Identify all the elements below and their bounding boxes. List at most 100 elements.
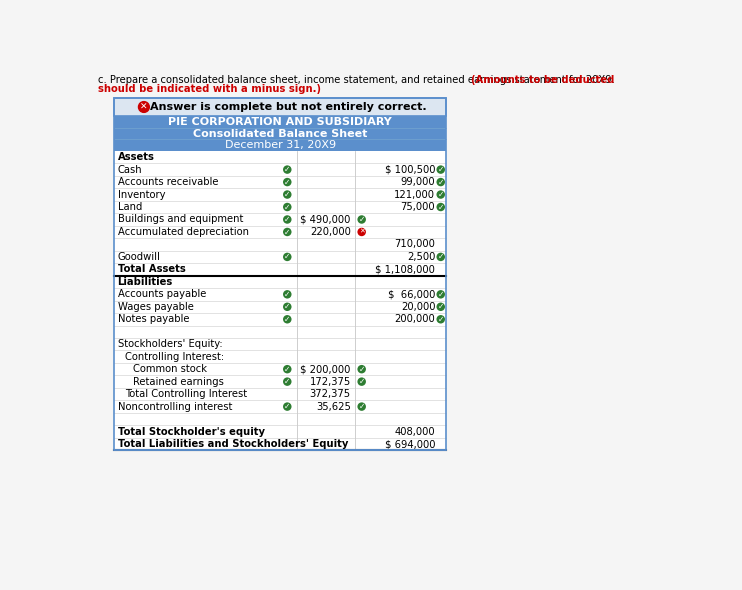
Text: $ 100,500: $ 100,500: [385, 165, 436, 175]
Text: Noncontrolling interest: Noncontrolling interest: [117, 402, 232, 412]
Circle shape: [283, 290, 292, 299]
Circle shape: [436, 178, 445, 186]
Text: PIE CORPORATION AND SUBSIDIARY: PIE CORPORATION AND SUBSIDIARY: [168, 117, 393, 127]
Text: Notes payable: Notes payable: [117, 314, 189, 325]
Text: ✓: ✓: [284, 315, 290, 324]
FancyBboxPatch shape: [114, 151, 446, 450]
Text: ✓: ✓: [284, 377, 290, 386]
Text: Wages payable: Wages payable: [117, 302, 194, 312]
Text: Accumulated depreciation: Accumulated depreciation: [117, 227, 249, 237]
Text: ✓: ✓: [438, 178, 444, 186]
Circle shape: [283, 315, 292, 323]
Circle shape: [283, 203, 292, 211]
Text: ✕: ✕: [358, 229, 364, 235]
Text: ✓: ✓: [358, 377, 365, 386]
Text: Goodwill: Goodwill: [117, 252, 160, 262]
Text: ✓: ✓: [284, 178, 290, 186]
FancyBboxPatch shape: [114, 116, 446, 151]
Text: $ 694,000: $ 694,000: [385, 439, 436, 449]
Text: $ 490,000: $ 490,000: [301, 215, 351, 224]
Text: Buildings and equipment: Buildings and equipment: [117, 215, 243, 224]
Text: Total Assets: Total Assets: [117, 264, 186, 274]
Text: Land: Land: [117, 202, 142, 212]
Text: ✓: ✓: [438, 302, 444, 312]
Text: $  66,000: $ 66,000: [388, 289, 436, 299]
Text: ✕: ✕: [140, 103, 148, 112]
Circle shape: [358, 228, 366, 236]
Circle shape: [436, 253, 445, 261]
Circle shape: [283, 365, 292, 373]
Text: ✓: ✓: [284, 290, 290, 299]
Text: ✓: ✓: [438, 253, 444, 261]
Text: $ 200,000: $ 200,000: [301, 364, 351, 374]
Text: 2,500: 2,500: [407, 252, 436, 262]
Text: ✓: ✓: [284, 302, 290, 312]
Circle shape: [436, 191, 445, 199]
Circle shape: [283, 191, 292, 199]
Text: ✓: ✓: [438, 315, 444, 324]
Text: ✓: ✓: [284, 165, 290, 174]
Text: ✓: ✓: [284, 365, 290, 373]
Text: 99,000: 99,000: [401, 177, 436, 187]
Text: 121,000: 121,000: [394, 189, 436, 199]
Text: should be indicated with a minus sign.): should be indicated with a minus sign.): [98, 84, 321, 94]
Circle shape: [283, 178, 292, 186]
Text: 35,625: 35,625: [316, 402, 351, 412]
Circle shape: [436, 315, 445, 323]
Text: c. Prepare a consolidated balance sheet, income statement, and retained earnings: c. Prepare a consolidated balance sheet,…: [98, 76, 618, 86]
Text: ✓: ✓: [438, 190, 444, 199]
Text: 220,000: 220,000: [310, 227, 351, 237]
Text: Assets: Assets: [117, 152, 154, 162]
Text: ✓: ✓: [358, 215, 365, 224]
Circle shape: [436, 203, 445, 211]
Text: 172,375: 172,375: [309, 376, 351, 386]
Text: ✓: ✓: [284, 228, 290, 237]
Text: Retained earnings: Retained earnings: [133, 376, 224, 386]
Text: December 31, 20X9: December 31, 20X9: [225, 140, 336, 150]
Text: ✓: ✓: [438, 290, 444, 299]
Circle shape: [358, 215, 366, 224]
Text: (Amounts to be deducted: (Amounts to be deducted: [471, 76, 614, 86]
Text: ✓: ✓: [438, 202, 444, 211]
Text: Cash: Cash: [117, 165, 142, 175]
Text: Controlling Interest:: Controlling Interest:: [125, 352, 224, 362]
Text: Total Liabilities and Stockholders' Equity: Total Liabilities and Stockholders' Equi…: [117, 439, 348, 449]
Text: 20,000: 20,000: [401, 302, 436, 312]
Text: ✓: ✓: [284, 402, 290, 411]
Text: ✓: ✓: [358, 365, 365, 373]
Text: Accounts payable: Accounts payable: [117, 289, 206, 299]
Text: 200,000: 200,000: [395, 314, 436, 325]
Circle shape: [283, 228, 292, 236]
Circle shape: [283, 253, 292, 261]
Text: Common stock: Common stock: [133, 364, 207, 374]
Circle shape: [283, 165, 292, 174]
Text: Inventory: Inventory: [117, 189, 165, 199]
Text: Stockholders' Equity:: Stockholders' Equity:: [117, 339, 222, 349]
Circle shape: [436, 165, 445, 174]
Text: 75,000: 75,000: [401, 202, 436, 212]
Circle shape: [283, 215, 292, 224]
Text: Liabilities: Liabilities: [117, 277, 173, 287]
Text: 408,000: 408,000: [395, 427, 436, 437]
Text: Consolidated Balance Sheet: Consolidated Balance Sheet: [193, 129, 367, 139]
Text: ✓: ✓: [284, 253, 290, 261]
Text: Total Stockholder's equity: Total Stockholder's equity: [117, 427, 265, 437]
Circle shape: [283, 303, 292, 311]
Text: Answer is complete but not entirely correct.: Answer is complete but not entirely corr…: [150, 102, 427, 112]
Text: $ 1,108,000: $ 1,108,000: [375, 264, 436, 274]
Circle shape: [436, 290, 445, 299]
Text: ✓: ✓: [358, 402, 365, 411]
Text: 372,375: 372,375: [309, 389, 351, 399]
Circle shape: [139, 101, 149, 112]
FancyBboxPatch shape: [114, 98, 446, 116]
Circle shape: [358, 378, 366, 386]
Circle shape: [358, 365, 366, 373]
Circle shape: [283, 378, 292, 386]
Circle shape: [436, 303, 445, 311]
Text: ✓: ✓: [284, 202, 290, 211]
Circle shape: [283, 402, 292, 411]
Text: ✓: ✓: [438, 165, 444, 174]
Text: ✓: ✓: [284, 190, 290, 199]
Text: Total Controlling Interest: Total Controlling Interest: [125, 389, 247, 399]
Text: 710,000: 710,000: [395, 240, 436, 250]
